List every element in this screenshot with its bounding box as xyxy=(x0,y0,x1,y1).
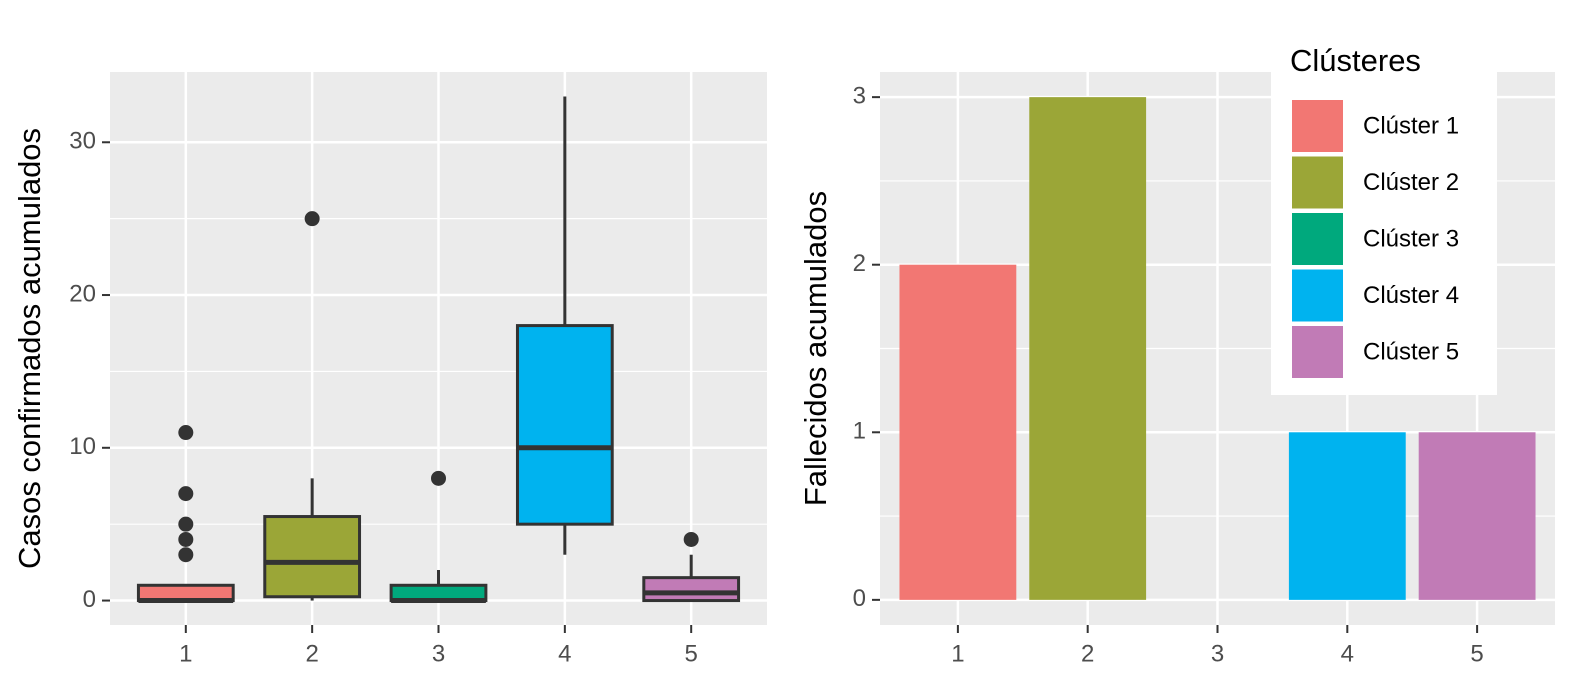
y-axis-title: Casos confirmados acumulados xyxy=(12,128,47,569)
legend-label: Clúster 4 xyxy=(1363,282,1459,309)
outlier xyxy=(304,211,320,227)
x-tick-label: 2 xyxy=(305,640,318,667)
y-tick-label: 0 xyxy=(83,586,96,613)
y-tick-label: 30 xyxy=(69,128,96,155)
x-tick-label: 4 xyxy=(558,640,571,667)
legend-title: Clústeres xyxy=(1290,43,1421,78)
box xyxy=(263,515,362,599)
outlier xyxy=(431,470,446,486)
legend-key xyxy=(1292,100,1343,152)
outlier xyxy=(683,531,699,547)
outlier xyxy=(178,425,194,441)
legend-key xyxy=(1292,269,1343,322)
x-tick-label: 3 xyxy=(432,640,445,667)
x-tick-label: 5 xyxy=(1470,640,1483,667)
x-tick-label: 4 xyxy=(1341,640,1354,667)
y-tick-label: 1 xyxy=(853,418,866,445)
x-tick-label: 5 xyxy=(685,640,698,667)
y-tick-label: 0 xyxy=(853,585,866,612)
box xyxy=(515,324,614,526)
box xyxy=(642,576,741,603)
legend-label: Clúster 3 xyxy=(1363,225,1459,252)
y-tick-label: 10 xyxy=(69,433,96,460)
y-tick-label: 2 xyxy=(853,250,866,277)
x-tick-label: 3 xyxy=(1211,640,1224,667)
outlier xyxy=(178,531,194,547)
outlier xyxy=(178,486,194,502)
legend-key xyxy=(1292,213,1343,265)
legend-label: Clúster 5 xyxy=(1363,338,1459,365)
legend-key xyxy=(1292,326,1343,378)
bar xyxy=(1418,432,1536,600)
x-tick-label: 1 xyxy=(179,640,192,667)
outlier xyxy=(178,547,194,563)
bar xyxy=(1029,97,1147,600)
x-tick-label: 1 xyxy=(951,640,964,667)
bar xyxy=(1288,432,1406,600)
y-tick-label: 20 xyxy=(69,280,96,307)
legend-label: Clúster 2 xyxy=(1363,169,1459,196)
y-axis-title: Fallecidos acumulados xyxy=(798,191,833,506)
bar xyxy=(899,264,1017,600)
legend-label: Clúster 1 xyxy=(1363,112,1459,139)
outlier xyxy=(178,516,194,532)
y-tick-label: 3 xyxy=(853,82,866,109)
legend-key xyxy=(1292,156,1343,209)
x-tick-label: 2 xyxy=(1081,640,1094,667)
